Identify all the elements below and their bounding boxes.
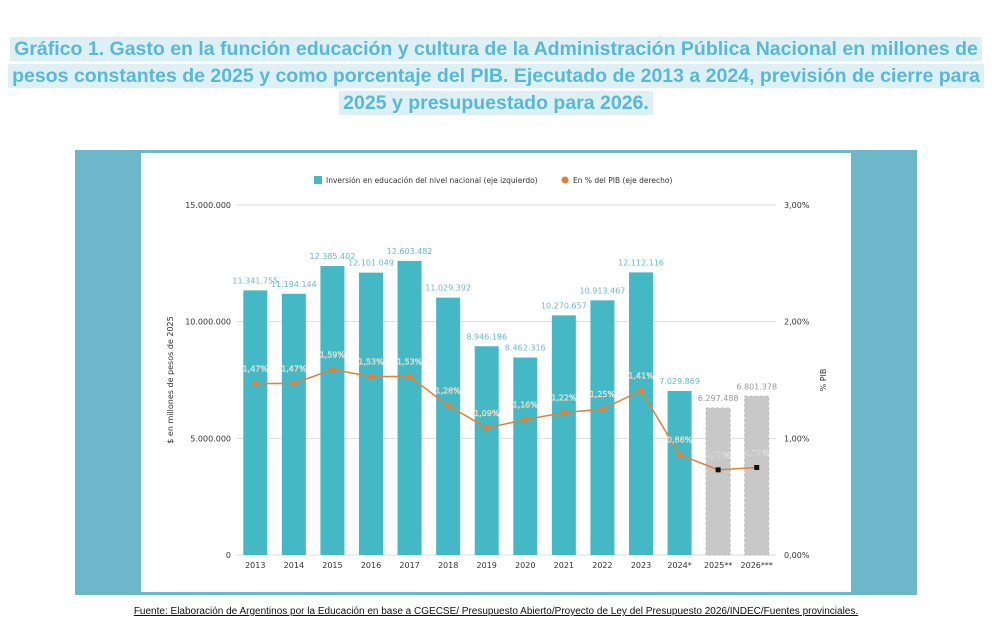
- bar-value-label: 12.101.049: [348, 259, 394, 268]
- x-tick-label: 2019: [477, 561, 497, 570]
- bar-value-label: 8.462.316: [505, 344, 546, 353]
- bar: [705, 407, 731, 556]
- pib-value-label: 0,75%: [744, 449, 770, 458]
- pib-value-label: 1,41%: [628, 372, 654, 381]
- legend-swatch-bar: [314, 176, 322, 184]
- pib-point: [676, 451, 683, 458]
- chart-svg: 0 0,00% 5.000.000 1,00% 10.000.000 2,00% 15.00…: [166, 176, 828, 570]
- x-tick-label: 2024*: [667, 561, 691, 570]
- pib-value-label: 1,47%: [243, 365, 269, 374]
- y-axis-label: $ en millones de pesos de 2025: [166, 316, 175, 443]
- bar: [629, 272, 653, 555]
- bar-value-label: 12.603.482: [387, 247, 433, 256]
- pib-point: [252, 380, 259, 387]
- pib-point: [638, 387, 644, 394]
- y-tick-label: 0: [226, 551, 231, 560]
- y-tick-label: 10.000.000: [185, 318, 231, 327]
- bar-value-label: 11.029.392: [425, 284, 471, 293]
- bar: [243, 290, 268, 555]
- pib-point: [715, 467, 721, 473]
- bar-value-label: 8.946.186: [466, 332, 507, 341]
- x-tick-label: 2022: [592, 561, 612, 570]
- source-note: Fuente: Elaboración de Argentinos por la…: [133, 606, 859, 617]
- x-tick-label: 2013: [245, 561, 265, 570]
- y2-tick-label: 3,00%: [784, 201, 810, 210]
- pib-value-label: 1,53%: [397, 358, 423, 367]
- pib-value-label: 1,53%: [358, 358, 384, 367]
- x-tick-label: 2020: [515, 561, 535, 570]
- bar: [359, 272, 383, 555]
- y2-axis-label: % PIB: [819, 369, 828, 392]
- x-tick-label: 2023: [631, 561, 651, 570]
- x-tick-label: 2026***: [741, 561, 773, 570]
- pib-point: [329, 366, 336, 373]
- pib-point: [445, 402, 452, 409]
- legend-label-line: En % del PIB (eje derecho): [573, 176, 672, 185]
- pib-point: [560, 409, 567, 416]
- pib-value-label: 0,86%: [667, 436, 693, 445]
- pib-point: [522, 416, 529, 423]
- pib-point: [368, 373, 374, 380]
- pib-value-label: 1,28%: [435, 387, 461, 396]
- pib-value-label: 1,25%: [590, 390, 616, 399]
- pib-value-label: 1,09%: [474, 409, 500, 418]
- x-tick-label: 2025**: [704, 561, 732, 570]
- x-tick-label: 2021: [554, 561, 574, 570]
- y-tick-label: 15.000.000: [185, 201, 231, 210]
- bar-value-label: 6.801.378: [736, 382, 777, 391]
- pib-point: [599, 406, 606, 413]
- bar-value-label: 11.341.755: [232, 276, 278, 285]
- y2-tick-label: 2,00%: [784, 318, 810, 327]
- y-tick-label: 5.000.000: [190, 434, 231, 443]
- bar: [590, 300, 615, 555]
- x-tick-label: 2014: [284, 561, 304, 570]
- bar: [320, 266, 345, 555]
- pib-value-label: 1,16%: [513, 401, 539, 410]
- pib-value-label: 1,47%: [281, 365, 307, 374]
- bar-value-label: 12.385.402: [310, 252, 356, 261]
- pib-value-label: 1,22%: [551, 394, 577, 403]
- x-tick-label: 2018: [438, 561, 458, 570]
- pib-point: [483, 424, 490, 431]
- bar-value-label: 10.913.467: [580, 286, 626, 295]
- x-tick-label: 2015: [322, 561, 342, 570]
- bar: [551, 315, 576, 555]
- bar-value-label: 12.112.116: [618, 258, 664, 267]
- chart: 0 0,00% 5.000.000 1,00% 10.000.000 2,00% 15.00…: [141, 153, 851, 592]
- bar-value-label: 6.297.488: [698, 394, 739, 403]
- bar: [397, 260, 422, 555]
- bar: [281, 293, 306, 555]
- bar-value-label: 10.270.657: [541, 301, 587, 310]
- legend-label-bar: Inversión en educación del nivel naciona…: [326, 176, 538, 185]
- pib-point: [406, 373, 413, 380]
- x-tick-label: 2017: [399, 561, 419, 570]
- bar: [513, 357, 538, 555]
- pib-point: [290, 380, 297, 387]
- pib-point: [754, 465, 760, 470]
- pib-value-label: 0,73%: [705, 451, 731, 460]
- legend-swatch-line: [561, 176, 569, 184]
- y2-tick-label: 1,00%: [784, 434, 810, 443]
- bar: [436, 297, 461, 555]
- bar: [474, 346, 499, 555]
- x-tick-label: 2016: [361, 561, 381, 570]
- bar: [667, 390, 692, 555]
- chart-title: Gráfico 1. Gasto en la función educación…: [0, 36, 992, 117]
- y2-tick-label: 0,00%: [784, 551, 810, 560]
- pib-value-label: 1,59%: [320, 351, 346, 360]
- bar-value-label: 11.194.144: [271, 280, 317, 289]
- bar-value-label: 7.029.869: [659, 377, 700, 386]
- pib-line: [255, 368, 757, 471]
- bar: [744, 395, 770, 556]
